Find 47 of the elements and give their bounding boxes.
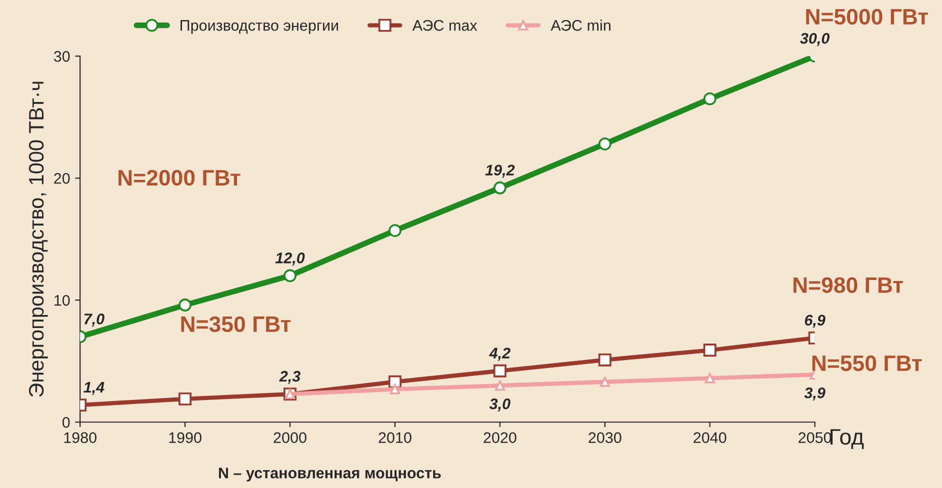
data-label: 4,2 — [489, 348, 510, 361]
data-label: 3,0 — [489, 398, 510, 412]
y-axis-title: Энергопроизводство, 1000 ТВт·ч — [28, 82, 48, 397]
y-tick-label: 10 — [54, 294, 70, 306]
legend-label: АЭС max — [412, 20, 478, 31]
y-tick-label: 0 — [62, 416, 70, 428]
annotation: N=2000 ГВт — [118, 170, 240, 186]
data-label: 19,2 — [485, 164, 515, 178]
data-label: 3,9 — [804, 387, 826, 401]
x-tick-label: 2000 — [274, 432, 306, 444]
point — [703, 92, 716, 106]
legend-label: АЭС min — [550, 20, 610, 31]
point — [494, 380, 506, 391]
y-tick-label: 20 — [54, 172, 70, 184]
x-axis-title: Год — [830, 429, 864, 449]
point — [703, 344, 716, 357]
point — [600, 376, 610, 387]
point — [493, 364, 506, 378]
y-tick-label: 30 — [54, 50, 70, 62]
x-tick-label: 2010 — [378, 432, 412, 444]
point — [388, 224, 402, 238]
x-tick-label: 2020 — [484, 432, 516, 444]
data-label: 2,3 — [279, 370, 300, 384]
data-label: 1,4 — [84, 382, 104, 395]
x-tick-label: 2040 — [694, 432, 726, 444]
x-tick-label: 1990 — [169, 432, 202, 444]
point — [598, 353, 612, 366]
annotation: N=550 ГВт — [812, 355, 922, 372]
data-label: 6,9 — [804, 314, 826, 328]
annotation: N=980 ГВт — [794, 277, 903, 294]
text: N – установленная мощность — [218, 468, 441, 482]
data-label: 12,0 — [275, 252, 305, 266]
point — [178, 298, 192, 312]
point — [598, 138, 612, 150]
annotation: N=350 ГВт — [181, 316, 291, 332]
legend-label: Производство энергии — [180, 20, 338, 34]
x-tick-label: 2050 — [798, 432, 832, 444]
point — [704, 373, 715, 384]
text: N=5000 ГВт — [806, 8, 928, 25]
point — [390, 384, 400, 394]
x-tick-label: 2030 — [588, 432, 622, 444]
data-label: 30,0 — [800, 32, 830, 46]
point — [493, 181, 506, 194]
point — [284, 269, 296, 282]
x-tick-label: 1980 — [64, 432, 96, 444]
data-label: 7,0 — [84, 314, 104, 327]
point — [178, 392, 192, 406]
